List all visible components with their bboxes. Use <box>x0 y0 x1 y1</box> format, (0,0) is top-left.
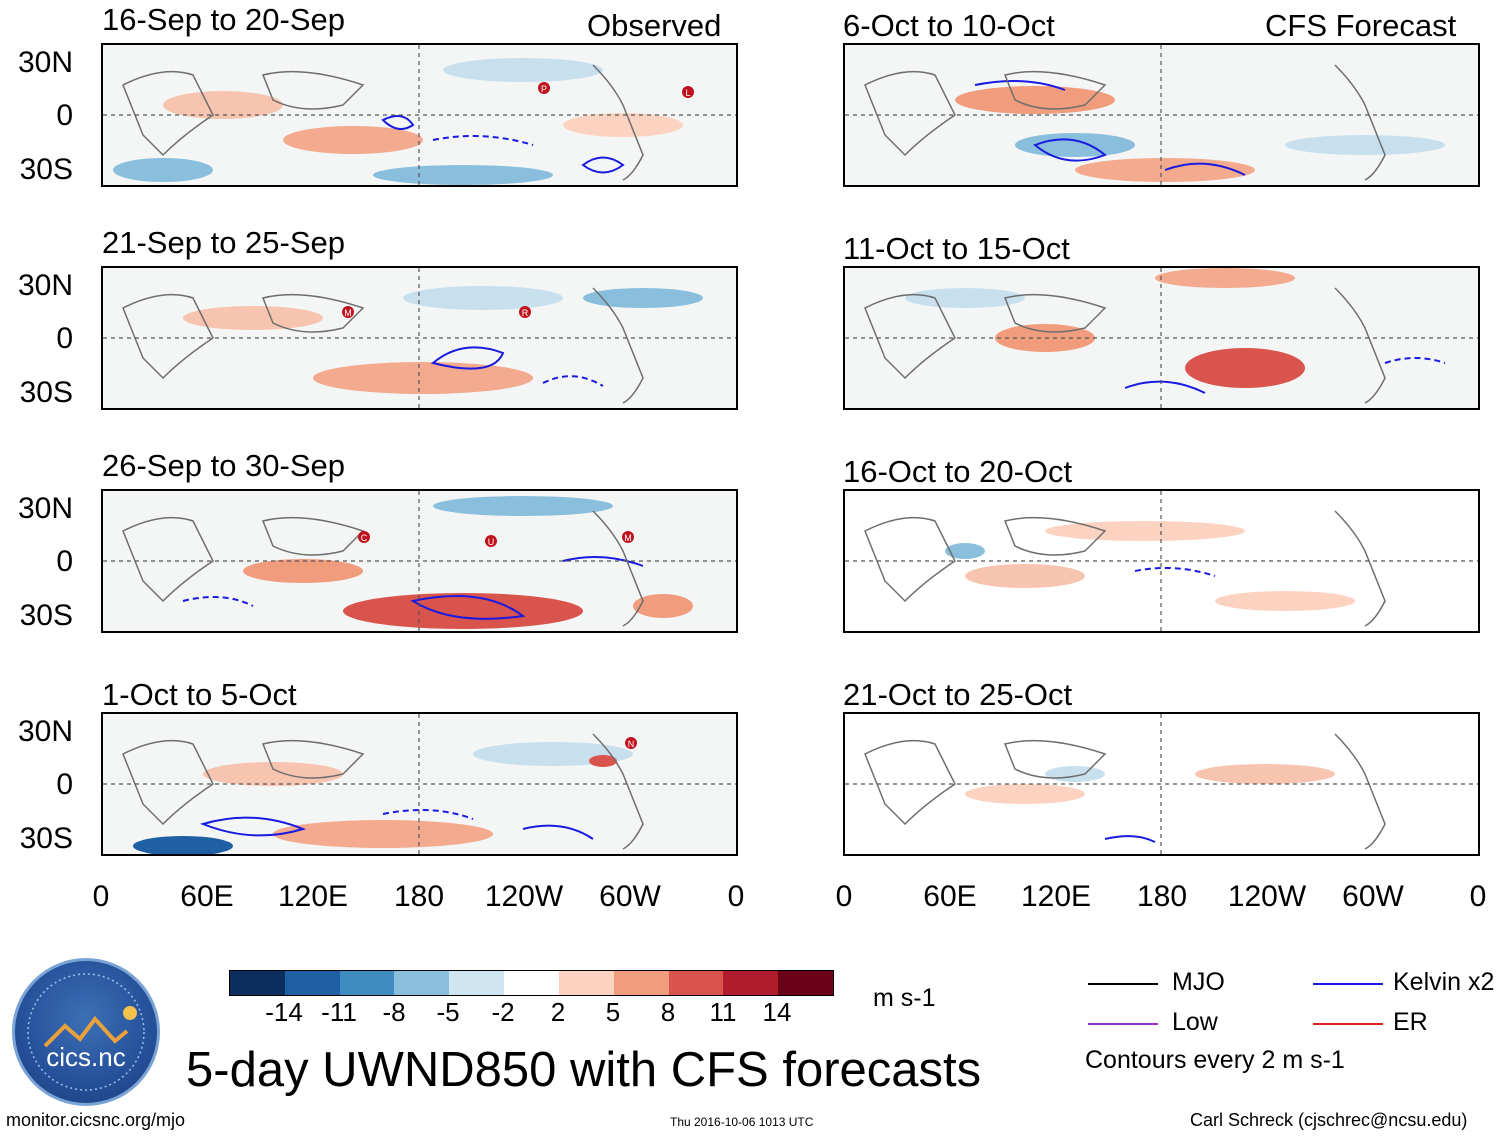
svg-text:M: M <box>344 308 352 318</box>
panel-title-obs-2: 21-Sep to 25-Sep <box>102 225 346 260</box>
legend-swatch-er <box>1313 1023 1383 1025</box>
legend-swatch-mjo <box>1088 983 1158 985</box>
map-panel-fc-2 <box>843 266 1480 410</box>
svg-text:R: R <box>522 308 529 318</box>
chart-title: 5-day UWND850 with CFS forecasts <box>186 1043 982 1097</box>
map-panel-fc-3 <box>843 489 1480 633</box>
lat-label-30n: 30N <box>17 715 73 748</box>
colorbar-bin <box>613 971 669 995</box>
panel-title-fc-4: 21-Oct to 25-Oct <box>843 677 1073 712</box>
panel-title-fc-2: 11-Oct to 15-Oct <box>843 231 1070 266</box>
site-url: monitor.cicsnc.org/mjo <box>6 1110 186 1130</box>
storm-marker: M <box>342 306 354 318</box>
colorbar-tick-label: -5 <box>436 997 460 1027</box>
legend-label-er: ER <box>1393 1008 1428 1036</box>
panel-title-obs-4: 1-Oct to 5-Oct <box>102 677 297 712</box>
lon-label-0: 0 <box>835 880 853 913</box>
lat-label-30s: 30S <box>19 376 73 409</box>
colorbar-bin <box>339 971 395 995</box>
colorbar-unit: m s-1 <box>873 984 936 1012</box>
map-panel-fc-1 <box>843 43 1480 187</box>
author-credit: Carl Schreck (cjschrec@ncsu.edu) <box>1190 1110 1468 1130</box>
colorbar-bin <box>558 971 614 995</box>
lon-label-180: 180 <box>1136 880 1188 913</box>
lon-label-120w: 120W <box>484 880 564 913</box>
map-panel-obs-4: N <box>101 712 738 856</box>
colorbar-tick-label: 11 <box>709 997 737 1027</box>
lon-label-60w: 60W <box>599 880 661 913</box>
svg-text:M: M <box>624 533 632 543</box>
colorbar-bin <box>778 971 833 995</box>
colorbar-bin <box>394 971 450 995</box>
observed-header: Observed <box>587 8 722 43</box>
lat-label-30s: 30S <box>19 822 73 855</box>
colorbar-tick-label: 2 <box>550 997 566 1027</box>
colorbar-tick-label: -11 <box>321 997 357 1027</box>
storm-marker: C <box>358 531 370 543</box>
lon-label-0: 0 <box>727 880 745 913</box>
storm-marker: U <box>485 535 497 547</box>
colorbar-bin <box>449 971 505 995</box>
colorbar-tick-label: 8 <box>660 997 676 1027</box>
lat-label-eq: 0 <box>56 99 73 132</box>
lon-label-120e: 120E <box>1020 880 1092 913</box>
colorbar-tick-label: -8 <box>382 997 406 1027</box>
colorbar-bin <box>230 971 285 995</box>
colorbar-bin <box>284 971 340 995</box>
panel-title-fc-3: 16-Oct to 20-Oct <box>843 454 1073 489</box>
svg-text:P: P <box>541 84 547 94</box>
storm-marker: L <box>682 86 694 98</box>
svg-text:C: C <box>361 533 368 543</box>
lon-label-0: 0 <box>92 880 110 913</box>
cics-logo: cics.nc <box>12 958 160 1106</box>
legend-label-mjo: MJO <box>1172 968 1225 996</box>
svg-text:U: U <box>488 537 495 547</box>
legend-swatch-low <box>1088 1023 1158 1025</box>
lon-label-120w: 120W <box>1227 880 1307 913</box>
panel-title-fc-1: 6-Oct to 10-Oct <box>843 8 1055 43</box>
lon-label-120e: 120E <box>277 880 349 913</box>
svg-text:N: N <box>628 739 635 749</box>
lon-label-60e: 60E <box>923 880 977 913</box>
colorbar-bin <box>668 971 724 995</box>
map-panel-obs-3: C U M <box>101 489 738 633</box>
lat-label-30s: 30S <box>19 153 73 186</box>
panel-title-obs-3: 26-Sep to 30-Sep <box>102 448 346 483</box>
contour-note: Contours every 2 m s-1 <box>1085 1046 1345 1074</box>
lat-label-eq: 0 <box>56 768 73 801</box>
colorbar-bin <box>723 971 779 995</box>
lon-label-180: 180 <box>393 880 445 913</box>
lat-label-30n: 30N <box>17 269 73 302</box>
map-panel-obs-2: M R <box>101 266 738 410</box>
legend-label-low: Low <box>1172 1008 1218 1036</box>
lon-label-60w: 60W <box>1342 880 1404 913</box>
storm-marker: M <box>622 531 634 543</box>
lat-label-eq: 0 <box>56 545 73 578</box>
colorbar-bin <box>504 971 559 995</box>
panel-title-obs-1: 16-Sep to 20-Sep <box>102 2 346 37</box>
storm-marker: R <box>519 306 531 318</box>
lat-label-30n: 30N <box>17 46 73 79</box>
colorbar <box>229 970 834 996</box>
svg-text:L: L <box>685 88 690 98</box>
colorbar-tick-label: 14 <box>762 997 792 1027</box>
forecast-header: CFS Forecast <box>1265 8 1457 43</box>
map-panel-obs-1: P L <box>101 43 738 187</box>
colorbar-tick-label: 5 <box>605 997 621 1027</box>
lat-label-eq: 0 <box>56 322 73 355</box>
storm-marker: P <box>538 82 550 94</box>
colorbar-tick-label: -2 <box>491 997 515 1027</box>
lat-label-30s: 30S <box>19 599 73 632</box>
colorbar-tick-label: -14 <box>265 997 303 1027</box>
lon-label-60e: 60E <box>180 880 234 913</box>
lon-label-0: 0 <box>1469 880 1487 913</box>
legend-swatch-kelvin <box>1313 983 1383 985</box>
map-panel-fc-4 <box>843 712 1480 856</box>
storm-marker: N <box>625 737 637 749</box>
legend-label-kelvin: Kelvin x2 <box>1393 968 1495 996</box>
timestamp: Thu 2016-10-06 1013 UTC <box>670 1115 814 1129</box>
svg-text:cics.nc: cics.nc <box>46 1042 125 1072</box>
lat-label-30n: 30N <box>17 492 73 525</box>
